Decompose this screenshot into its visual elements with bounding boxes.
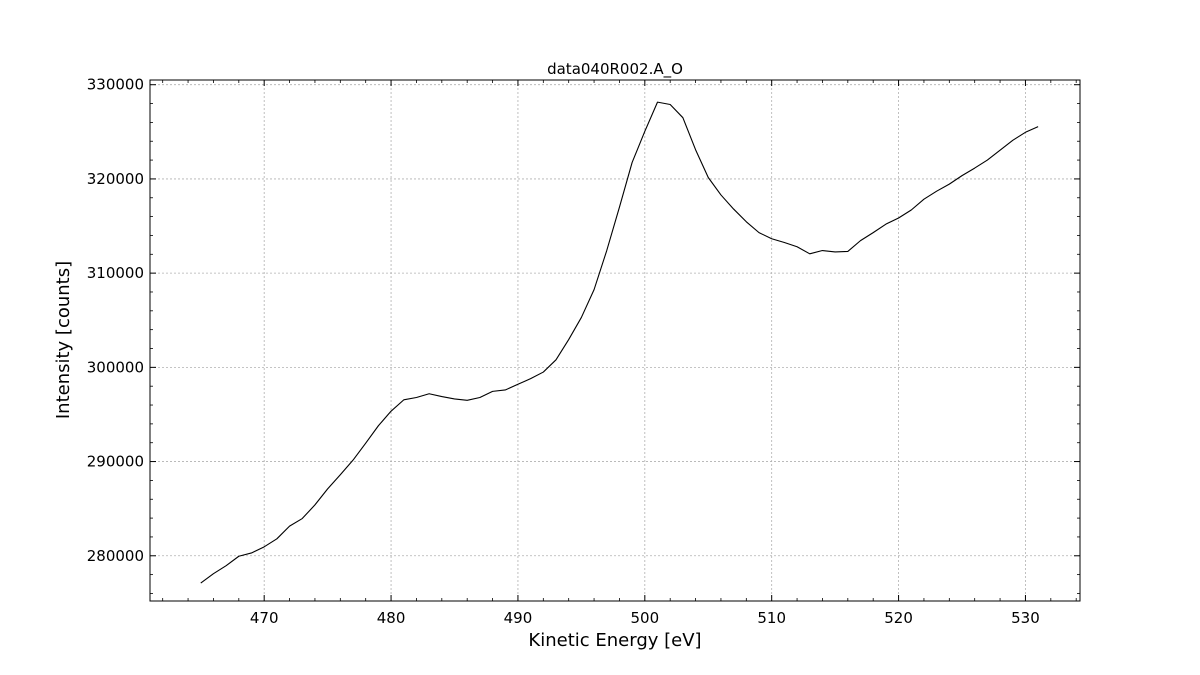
y-tick-labels: 280000 290000 300000 310000 320000 330000 xyxy=(87,76,144,565)
y-tick-label: 290000 xyxy=(87,453,144,471)
data-series xyxy=(200,101,1039,584)
x-axis-label: Kinetic Energy [eV] xyxy=(528,630,701,651)
gridlines xyxy=(150,80,1080,601)
chart-title: data040R002.A_O xyxy=(547,60,683,79)
y-tick-label: 320000 xyxy=(87,170,144,188)
x-tick-label: 500 xyxy=(630,609,659,627)
y-tick-label: 310000 xyxy=(87,264,144,282)
axis-ticks xyxy=(150,80,1080,601)
x-tick-label: 480 xyxy=(377,609,406,627)
y-tick-label: 300000 xyxy=(87,358,144,376)
plot-area-frame xyxy=(149,79,1081,602)
x-tick-labels: 470 480 490 500 510 520 530 xyxy=(250,609,1040,627)
y-axis-label: Intensity [counts] xyxy=(53,261,74,419)
x-tick-label: 470 xyxy=(250,609,279,627)
series-line xyxy=(200,101,1039,584)
x-tick-label: 520 xyxy=(884,609,913,627)
x-tick-label: 530 xyxy=(1011,609,1040,627)
y-tick-label: 330000 xyxy=(87,76,144,94)
y-tick-label: 280000 xyxy=(87,547,144,565)
x-tick-label: 510 xyxy=(757,609,786,627)
x-tick-label: 490 xyxy=(504,609,533,627)
